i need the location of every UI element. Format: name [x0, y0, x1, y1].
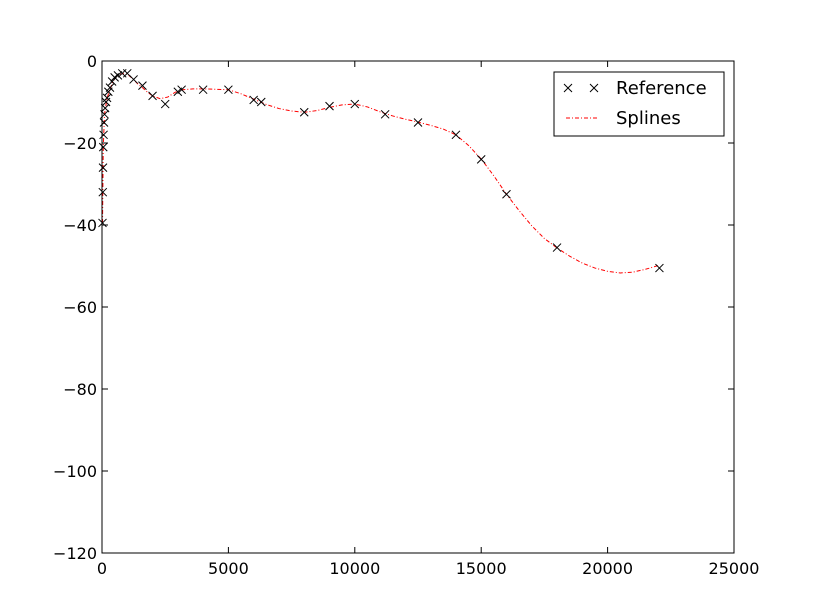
reference-point [129, 75, 138, 84]
reference-point [413, 118, 423, 127]
reference-point [98, 218, 107, 228]
reference-point [325, 101, 334, 111]
reference-point [160, 99, 170, 109]
reference-point [249, 95, 259, 105]
legend-box [553, 71, 725, 137]
y-tick-label: −20 [63, 134, 97, 153]
reference-point [476, 155, 486, 164]
y-tick-label: −40 [63, 216, 97, 235]
legend-label: Reference [616, 78, 707, 99]
reference-point [138, 81, 147, 90]
legend-marker-reference [589, 83, 599, 93]
splines-line [102, 73, 660, 274]
reference-point [177, 85, 186, 95]
reference-point [99, 118, 109, 127]
reference-point [224, 85, 233, 95]
reference-point [99, 130, 108, 140]
y-tick-label: 0 [87, 52, 97, 71]
reference-point [113, 70, 123, 80]
reference-point [198, 85, 208, 95]
reference-point [256, 97, 266, 107]
x-tick-label: 10000 [329, 559, 380, 578]
reference-point [655, 263, 664, 273]
x-tick-label: 5000 [208, 559, 249, 578]
y-tick-label: −60 [63, 298, 97, 317]
y-tick-label: −120 [53, 544, 97, 563]
series-layer [98, 68, 664, 274]
reference-point [380, 109, 390, 119]
x-tick-label: 20000 [582, 559, 633, 578]
legend: Reference Splines [553, 71, 725, 137]
x-tick-label: 0 [97, 559, 107, 578]
reference-point [98, 187, 108, 197]
reference-point [98, 142, 108, 152]
reference-point [148, 91, 157, 101]
reference-point [502, 189, 511, 199]
reference-point [350, 99, 360, 109]
reference-point [451, 130, 461, 140]
y-tick-label: −80 [63, 380, 97, 399]
reference-point [105, 83, 115, 93]
reference-point [98, 163, 108, 172]
x-tick-label: 15000 [456, 559, 507, 578]
reference-point [299, 107, 309, 117]
legend-marker-reference [563, 83, 573, 93]
reference-point [552, 243, 562, 252]
legend-label: Splines [616, 108, 681, 129]
axes-ticks: 0 5000 10000 15000 20000 25000 0 −20 −40 −60 −80 −1… [53, 52, 759, 578]
y-tick-label: −100 [53, 462, 97, 481]
x-tick-label: 25000 [709, 559, 760, 578]
